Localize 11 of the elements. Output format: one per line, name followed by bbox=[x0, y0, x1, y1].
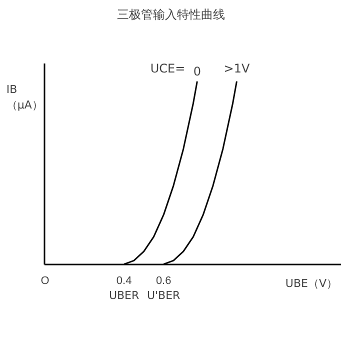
x-tick-label: 0.4 bbox=[116, 275, 132, 288]
series-label: >1V bbox=[224, 61, 250, 76]
chart-title: 三极管输入特性曲线 bbox=[117, 8, 225, 22]
annotation: U'BER bbox=[146, 289, 181, 302]
x-tick-label: 0.6 bbox=[156, 275, 172, 288]
y-axis-title: IB （μA） bbox=[6, 82, 43, 112]
x-axis-title: UBE（V） bbox=[285, 277, 338, 290]
annotation: UBER bbox=[108, 289, 140, 302]
x-tick-label: O bbox=[40, 275, 50, 288]
series-label: 0 bbox=[193, 64, 202, 78]
legend-title: UCE= bbox=[150, 61, 186, 76]
